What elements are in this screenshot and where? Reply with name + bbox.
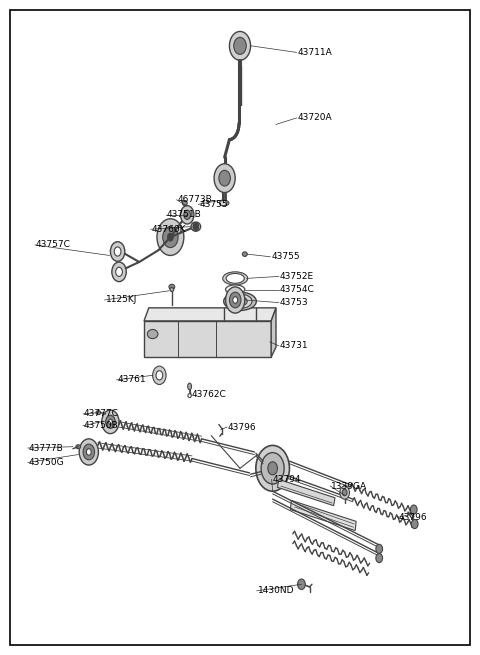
Text: 43762C: 43762C [192,390,227,399]
Circle shape [156,371,163,380]
Circle shape [229,292,241,308]
Text: 43761: 43761 [118,375,146,384]
Circle shape [376,544,383,553]
Text: 1339GA: 1339GA [331,481,367,491]
Circle shape [234,37,246,54]
Circle shape [410,505,417,514]
Circle shape [376,553,383,563]
Circle shape [112,262,126,282]
Circle shape [180,206,194,224]
Text: 43753: 43753 [280,298,309,307]
Polygon shape [290,500,356,531]
Text: 43752E: 43752E [280,272,314,281]
Text: 43711A: 43711A [298,48,332,57]
Text: 46773B: 46773B [178,195,212,204]
Circle shape [79,439,98,465]
Circle shape [233,297,238,303]
Text: 43731: 43731 [280,341,309,350]
Circle shape [110,242,125,261]
Text: 1430ND: 1430ND [258,586,294,595]
Ellipse shape [76,445,81,449]
Text: 43750B: 43750B [84,421,119,430]
Circle shape [114,247,121,256]
Ellipse shape [226,274,244,284]
Circle shape [83,444,95,460]
Circle shape [226,287,245,313]
Text: 43754C: 43754C [280,285,314,294]
Ellipse shape [220,200,229,206]
Circle shape [268,462,277,475]
Text: 43755: 43755 [271,252,300,261]
Text: 43751B: 43751B [167,210,202,219]
Ellipse shape [242,252,247,256]
Circle shape [153,366,166,384]
Circle shape [168,233,173,241]
Ellipse shape [226,285,245,294]
Circle shape [184,210,191,219]
Circle shape [214,164,235,193]
Ellipse shape [96,411,101,415]
Ellipse shape [233,297,247,306]
Ellipse shape [228,294,252,309]
Polygon shape [144,308,276,321]
Circle shape [106,415,115,428]
Circle shape [163,227,178,248]
Circle shape [219,170,230,186]
Text: 43796: 43796 [398,513,427,522]
Circle shape [261,453,284,484]
Circle shape [193,223,199,231]
Text: 43777C: 43777C [84,409,119,419]
Text: 43794: 43794 [273,475,301,484]
Ellipse shape [219,200,227,206]
Circle shape [342,489,347,496]
Circle shape [108,419,112,424]
Text: 43777B: 43777B [29,443,63,453]
Circle shape [229,31,251,60]
Text: 43757C: 43757C [36,240,71,250]
Ellipse shape [188,383,192,390]
Ellipse shape [223,272,248,285]
Circle shape [411,519,418,529]
Circle shape [116,267,122,276]
Text: 1125KJ: 1125KJ [106,295,137,305]
Polygon shape [144,321,271,357]
Text: 43720A: 43720A [298,113,332,122]
Circle shape [298,579,305,590]
Ellipse shape [188,394,192,398]
Polygon shape [271,308,276,357]
Ellipse shape [182,200,187,206]
Polygon shape [277,479,335,506]
Ellipse shape [191,222,201,231]
Text: 43760K: 43760K [152,225,186,234]
Circle shape [86,449,91,455]
Ellipse shape [147,329,158,339]
Circle shape [340,486,349,499]
Circle shape [102,410,119,434]
Text: 43755: 43755 [199,200,228,209]
Ellipse shape [170,288,174,291]
Circle shape [157,219,184,255]
Text: 43750G: 43750G [29,458,64,467]
Circle shape [256,445,289,491]
Ellipse shape [169,284,175,290]
Text: 43796: 43796 [228,422,257,432]
Ellipse shape [224,292,256,310]
